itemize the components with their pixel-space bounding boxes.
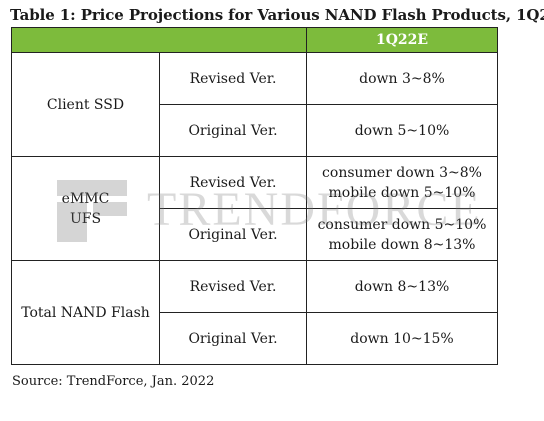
projection-line: mobile down 8~13% xyxy=(328,236,476,253)
table-row: Client SSD Revised Ver. down 3~8% xyxy=(11,52,498,157)
projection-line: down 5~10% xyxy=(354,122,450,139)
category-line: eMMC xyxy=(61,190,110,207)
projection-line: down 8~13% xyxy=(354,278,450,295)
table-row: Total NAND Flash Revised Ver. down 8~13% xyxy=(11,260,498,365)
version-cell: Original Ver. xyxy=(159,208,307,261)
projection-line: down 3~8% xyxy=(359,70,445,87)
header-blank-cell xyxy=(11,27,307,53)
table-row: eMMC UFS Revised Ver. consumer down 3~8%… xyxy=(11,156,498,261)
projection-line: mobile down 5~10% xyxy=(328,184,476,201)
price-projection-table: 1Q22E Client SSD Revised Ver. down 3~8% … xyxy=(11,27,498,365)
projection-line: consumer down 5~10% xyxy=(317,216,487,233)
projection-line: consumer down 3~8% xyxy=(322,164,482,181)
category-line: UFS xyxy=(69,210,102,227)
table-row: Original Ver. down 10~15% xyxy=(12,312,498,365)
category-total-nand-flash: Total NAND Flash xyxy=(11,260,160,365)
projection-cell: down 10~15% xyxy=(306,312,498,365)
table-row: Original Ver. down 5~10% xyxy=(12,104,498,157)
projection-cell: consumer down 3~8% mobile down 5~10% xyxy=(306,156,498,209)
projection-cell: consumer down 5~10% mobile down 8~13% xyxy=(306,208,498,261)
version-cell: Original Ver. xyxy=(159,312,307,365)
table-header-row: 1Q22E xyxy=(11,27,498,53)
table-row: Original Ver. consumer down 5~10% mobile… xyxy=(12,208,498,261)
version-cell: Original Ver. xyxy=(159,104,307,157)
projection-cell: down 5~10% xyxy=(306,104,498,157)
version-cell: Revised Ver. xyxy=(159,156,307,209)
version-cell: Revised Ver. xyxy=(159,260,307,313)
category-emmc-ufs: eMMC UFS xyxy=(11,156,160,261)
table-title: Table 1: Price Projections for Various N… xyxy=(10,6,544,24)
source-note: Source: TrendForce, Jan. 2022 xyxy=(12,374,215,389)
projection-cell: down 8~13% xyxy=(306,260,498,313)
version-cell: Revised Ver. xyxy=(159,52,307,105)
projection-cell: down 3~8% xyxy=(306,52,498,105)
category-client-ssd: Client SSD xyxy=(11,52,160,157)
projection-line: down 10~15% xyxy=(350,330,454,347)
header-1q22e: 1Q22E xyxy=(306,27,498,53)
